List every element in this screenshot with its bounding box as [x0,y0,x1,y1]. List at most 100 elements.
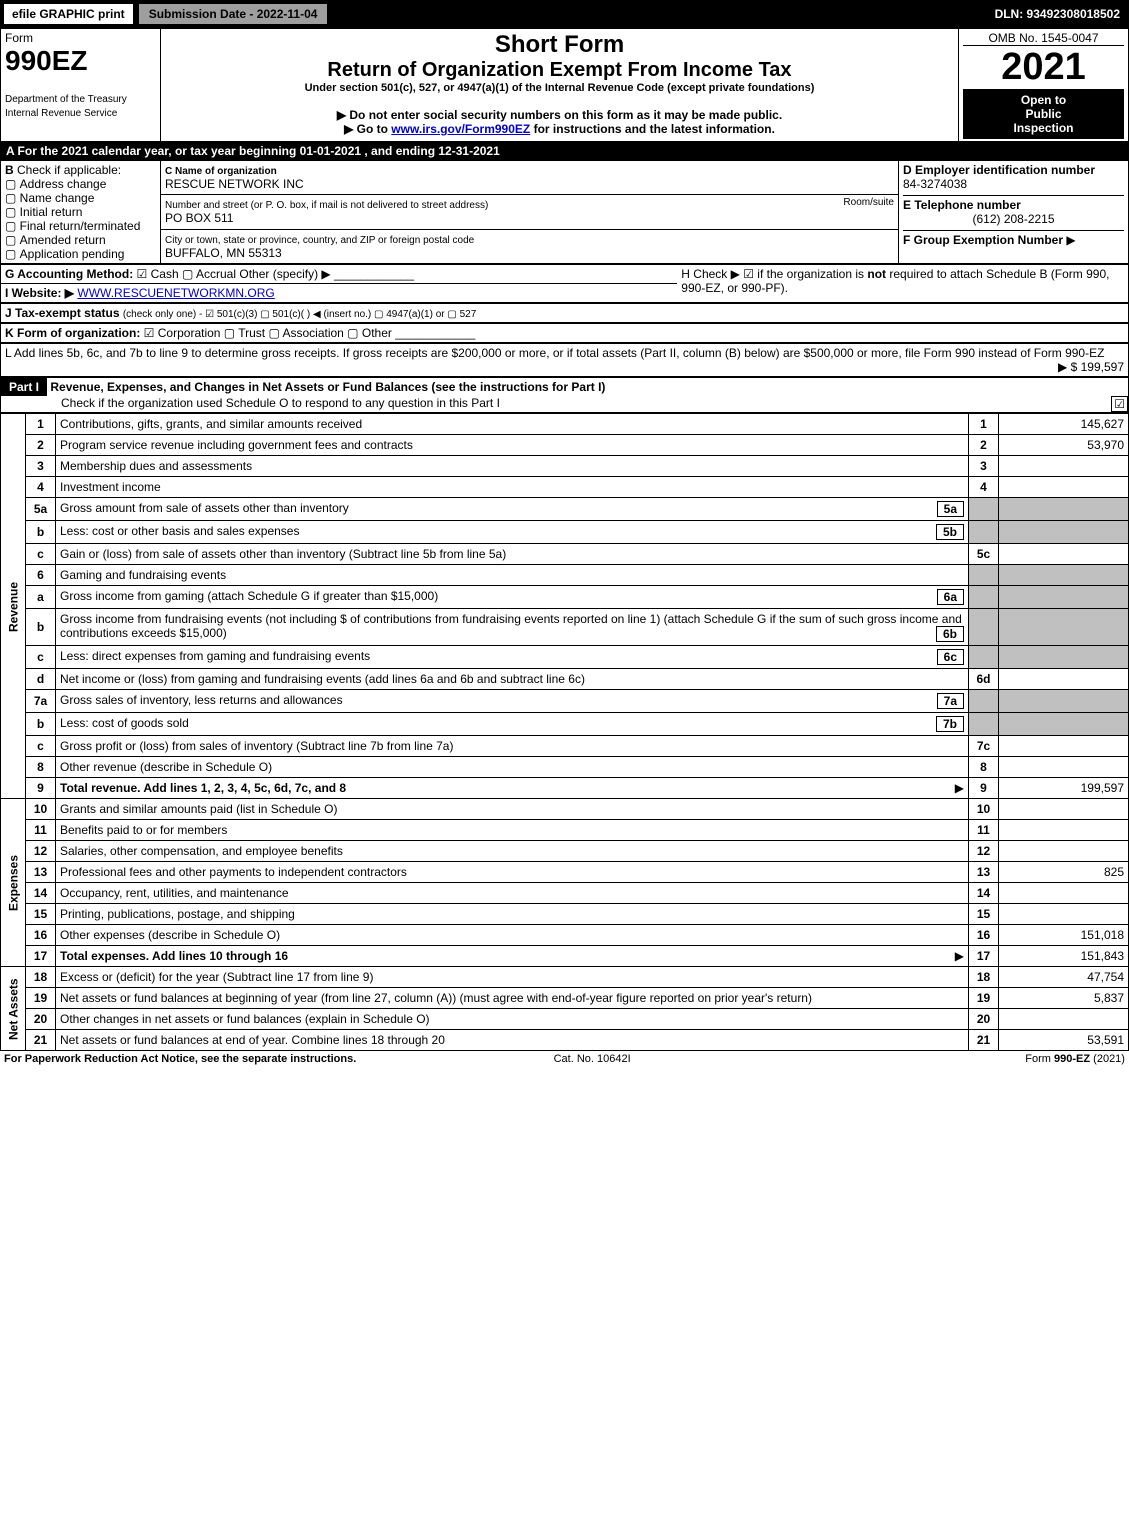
room-label: Room/suite [843,197,894,208]
checkbox-final-return[interactable]: ▢ [5,219,20,233]
line1-ref: 1 [969,414,999,435]
line12-val [999,841,1129,862]
k-options[interactable]: ☑ Corporation ▢ Trust ▢ Association ▢ Ot… [144,326,392,340]
checkbox-pending[interactable]: ▢ [5,247,20,261]
checkbox-name-change[interactable]: ▢ [5,191,20,205]
line13-num: 13 [26,862,56,883]
line12-ref: 12 [969,841,999,862]
section-b-cell: B Check if applicable: ▢ Address change … [1,161,161,264]
gh-table: G Accounting Method: ☑ Cash ▢ Accrual Ot… [0,264,1129,303]
top-bar: efile GRAPHIC print Submission Date - 20… [0,0,1129,28]
checkbox-address-change[interactable]: ▢ [5,177,20,191]
section-k-cell: K Form of organization: ☑ Corporation ▢ … [1,324,1129,343]
irs-link[interactable]: www.irs.gov/Form990EZ [391,122,530,136]
checkbox-amended[interactable]: ▢ [5,233,20,247]
k-label: K Form of organization: [5,326,140,340]
opt-pending: Application pending [20,247,125,261]
line9-text-cell: Total revenue. Add lines 1, 2, 3, 4, 5c,… [56,778,969,799]
city-value: BUFFALO, MN 55313 [165,246,282,260]
line9-ref: 9 [969,778,999,799]
line20-val [999,1009,1129,1030]
line2-ref: 2 [969,435,999,456]
line6-val-shade [999,565,1129,586]
section-c-city-cell: City or town, state or province, country… [161,229,899,263]
line7c-val [999,736,1129,757]
line2-val: 53,970 [999,435,1129,456]
opt-final: Final return/terminated [20,219,141,233]
line17-val: 151,843 [999,946,1129,967]
line5a-text: Gross amount from sale of assets other t… [60,501,349,515]
line15-text: Printing, publications, postage, and shi… [56,904,969,925]
line6-num: 6 [26,565,56,586]
line6d-ref: 6d [969,669,999,690]
line5c-text: Gain or (loss) from sale of assets other… [56,544,969,565]
line6b-val-shade [999,609,1129,646]
line4-num: 4 [26,477,56,498]
main-title: Return of Organization Exempt From Incom… [165,59,954,82]
opt-address-change: Address change [20,177,107,191]
f-arrow: ▶ [1066,233,1075,247]
line5a-val-shade [999,498,1129,521]
g-cash[interactable]: ☑ Cash [137,267,179,281]
line19-ref: 19 [969,988,999,1009]
expenses-side-label: Expenses [1,799,26,967]
g-label: G Accounting Method: [5,267,133,281]
b-label: B [5,163,14,177]
h-text-pre: H Check ▶ ☑ if the organization is [681,267,867,281]
line7a-mid: 7a [937,693,964,709]
submission-date: Submission Date - 2022-11-04 [138,3,329,25]
l-amount: ▶ $ 199,597 [1058,360,1124,374]
header-left-cell: Form 990EZ Department of the Treasury In… [1,29,161,142]
section-j-cell: J Tax-exempt status (check only one) - ☑… [1,304,1129,323]
line4-val [999,477,1129,498]
line10-val [999,799,1129,820]
line14-num: 14 [26,883,56,904]
line15-num: 15 [26,904,56,925]
line11-val [999,820,1129,841]
goto-line: ▶ Go to www.irs.gov/Form990EZ for instru… [165,122,954,136]
revenue-side-label: Revenue [1,414,26,799]
line2-num: 2 [26,435,56,456]
line6a-text: Gross income from gaming (attach Schedul… [60,589,438,603]
street-label: Number and street (or P. O. box, if mail… [165,200,488,211]
footer-form-pre: Form [1025,1053,1054,1065]
website-link[interactable]: WWW.RESCUENETWORKMN.ORG [77,286,274,300]
line5a-num: 5a [26,498,56,521]
line7a-num: 7a [26,690,56,713]
checkbox-initial-return[interactable]: ▢ [5,205,20,219]
g-accrual[interactable]: ▢ Accrual [182,267,236,281]
open-to-public-box: Open to Public Inspection [963,89,1124,139]
part1-title: Revenue, Expenses, and Changes in Net As… [50,380,605,394]
city-label: City or town, state or province, country… [165,235,474,246]
line6a-val-shade [999,586,1129,609]
l-text: L Add lines 5b, 6c, and 7b to line 9 to … [5,346,1104,360]
footer-left: For Paperwork Reduction Act Notice, see … [4,1053,356,1065]
line6d-val [999,669,1129,690]
c-label: C Name of organization [165,166,277,177]
dept-treasury: Department of the Treasury [5,94,127,105]
line9-text: Total revenue. Add lines 1, 2, 3, 4, 5c,… [60,781,346,795]
line21-text: Net assets or fund balances at end of ye… [56,1030,969,1051]
line6b-text-cell: Gross income from fundraising events (no… [56,609,969,646]
d-label: D Employer identification number [903,163,1095,177]
line11-num: 11 [26,820,56,841]
efile-print-button[interactable]: efile GRAPHIC print [3,3,134,25]
g-other[interactable]: Other (specify) ▶ [239,267,330,281]
short-form-title: Short Form [165,31,954,59]
part1-check-text: Check if the organization used Schedule … [1,396,500,410]
line8-num: 8 [26,757,56,778]
line5b-text-cell: Less: cost or other basis and sales expe… [56,521,969,544]
line11-ref: 11 [969,820,999,841]
ssn-warning: ▶ Do not enter social security numbers o… [165,108,954,122]
part1-checkbox[interactable]: ☑ [1111,396,1128,412]
opt-amended: Amended return [20,233,106,247]
section-c-street-cell: Number and street (or P. O. box, if mail… [161,195,899,229]
line7a-ref-shade [969,690,999,713]
line17-text: Total expenses. Add lines 10 through 16 [60,949,288,963]
line12-num: 12 [26,841,56,862]
line15-val [999,904,1129,925]
line5b-mid: 5b [936,524,964,540]
dln-number: DLN: 93492308018502 [987,4,1128,24]
j-options[interactable]: (check only one) - ☑ 501(c)(3) ▢ 501(c)(… [123,309,476,320]
line5a-text-cell: Gross amount from sale of assets other t… [56,498,969,521]
